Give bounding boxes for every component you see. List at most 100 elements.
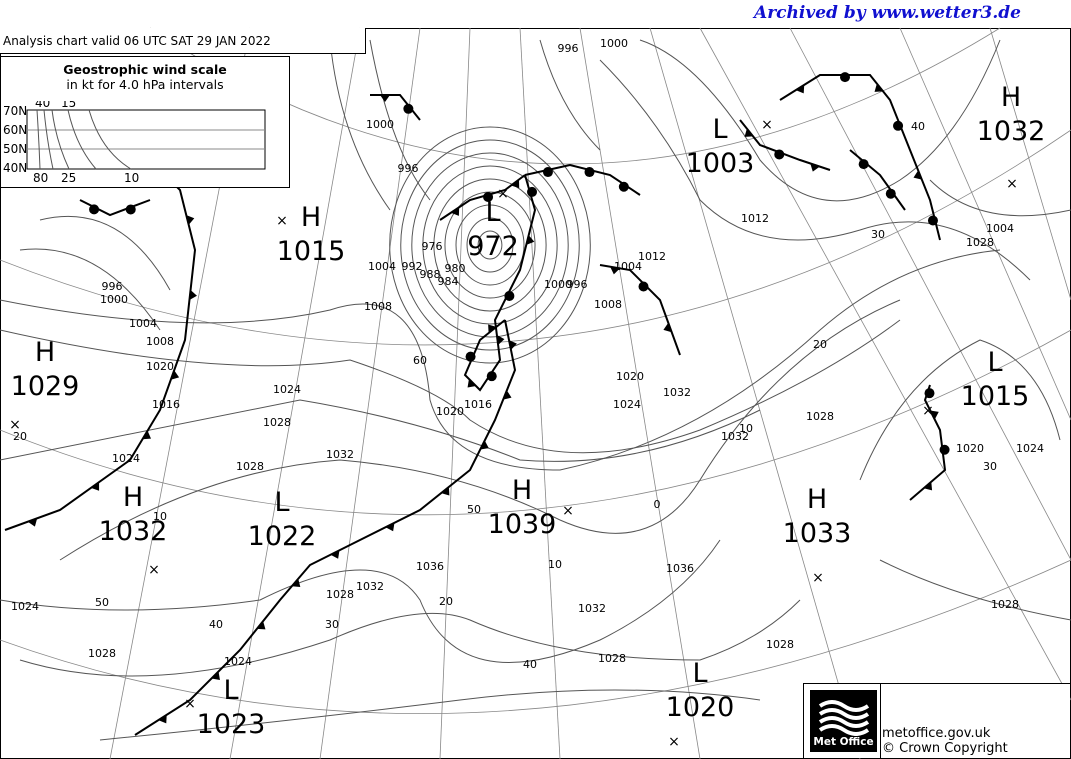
isobar-label: 992 xyxy=(402,260,423,273)
isobar xyxy=(400,139,580,351)
warm-front-semicircle xyxy=(465,351,476,362)
copyright: © Crown Copyright xyxy=(882,741,1008,756)
wind-scale-subtitle: in kt for 4.0 hPa intervals xyxy=(66,77,224,92)
wind-speed-label: 40 xyxy=(209,618,223,631)
wind-speed-label: 60 xyxy=(413,354,427,367)
occluded-front xyxy=(779,74,941,241)
cold-front-triangle xyxy=(744,128,754,137)
wind-speed-label: 40 xyxy=(911,120,925,133)
isobar xyxy=(19,599,801,677)
cold-front-triangle xyxy=(330,550,340,559)
pressure-value: 1039 xyxy=(488,509,557,540)
pressure-type: L xyxy=(712,114,727,145)
isobar-label: 1032 xyxy=(356,580,384,593)
pressure-value: 1032 xyxy=(977,116,1046,147)
pressure-type: H xyxy=(301,202,321,233)
warm-front xyxy=(79,199,151,217)
isobar-label: 1028 xyxy=(598,652,626,665)
cold-front-triangle xyxy=(170,370,180,380)
isobar-label: 1028 xyxy=(991,598,1019,611)
site-link[interactable]: metoffice.gov.uk xyxy=(882,726,991,741)
cold-front-triangle xyxy=(488,324,497,334)
cold-front-triangle xyxy=(923,481,933,491)
cold-front-triangle xyxy=(385,522,395,532)
archive-label[interactable]: Archived by www.wetter3.de xyxy=(754,3,1021,23)
pressure-type: L xyxy=(692,658,707,689)
wind-speed-label: 30 xyxy=(983,460,997,473)
isobar-label: 1020 xyxy=(146,360,174,373)
isobar xyxy=(59,299,901,561)
wind-speed-label: 30 xyxy=(325,618,339,631)
isobar xyxy=(455,204,525,286)
warm-front-semicircle xyxy=(858,159,869,170)
met-office-footer: Met Office metoffice.gov.uk © Crown Copy… xyxy=(803,683,1070,758)
pressure-value: 972 xyxy=(467,231,519,262)
centre-marker-icon: × xyxy=(497,186,509,202)
warm-front-semicircle xyxy=(638,281,649,292)
isobar xyxy=(39,215,171,291)
wind-speed-label: 50 xyxy=(467,503,481,516)
isobar xyxy=(859,339,1061,481)
isobar-label: 1024 xyxy=(11,600,39,613)
cold-front-triangle xyxy=(930,410,939,420)
cold-front-triangle xyxy=(913,170,922,180)
isobar xyxy=(0,399,761,462)
isobar-label: 1012 xyxy=(741,212,769,225)
isobar-label: 1036 xyxy=(416,560,444,573)
meridian xyxy=(649,27,861,759)
isobar-label: 976 xyxy=(422,240,443,253)
waves-icon xyxy=(818,700,870,736)
met-office-logo[interactable]: Met Office xyxy=(810,690,877,752)
pressure-value: 1015 xyxy=(961,381,1030,412)
isobar-label: 1000 xyxy=(600,37,628,50)
centre-marker-icon: × xyxy=(148,562,160,578)
centre-marker-icon: × xyxy=(276,213,288,229)
pressure-type: H xyxy=(807,484,827,515)
pressure-type: H xyxy=(35,337,55,368)
wind-speed-label: 50 xyxy=(95,596,109,609)
cold-front-triangle xyxy=(874,83,884,92)
geostrophic-wind-scale: Geostrophic wind scale in kt for 4.0 hPa… xyxy=(0,56,290,188)
centre-marker-icon: × xyxy=(9,417,21,433)
isobar xyxy=(0,319,901,454)
wind-speed-label: 20 xyxy=(439,595,453,608)
warm-front-semicircle xyxy=(486,371,497,382)
isobar-label: 1000 xyxy=(366,118,394,131)
pressure-value: 1033 xyxy=(783,518,852,549)
cold-front-triangle xyxy=(810,163,820,172)
isobar-label: 1028 xyxy=(806,410,834,423)
isobar-label: 1000 xyxy=(100,293,128,306)
lat-label: 50N xyxy=(3,142,27,156)
warm-front-semicircle xyxy=(89,204,100,215)
pressure-type: L xyxy=(485,197,500,228)
pressure-value: 1023 xyxy=(197,709,266,740)
isobar-label: 1020 xyxy=(436,405,464,418)
cold-front-triangle xyxy=(189,290,197,300)
isobar-label: 1020 xyxy=(956,442,984,455)
warm-front-semicircle xyxy=(403,103,414,114)
isobar xyxy=(329,39,391,211)
isobar-label: 1016 xyxy=(1016,0,1044,3)
wind-speed-label: 10 xyxy=(548,558,562,571)
cold-front-triangle xyxy=(526,235,535,245)
isobar xyxy=(477,230,503,260)
isobar xyxy=(389,126,591,364)
meridian xyxy=(899,27,1071,421)
warm-front-semicircle xyxy=(927,215,938,226)
warm-front-semicircle xyxy=(840,72,850,83)
isobar-label: 1028 xyxy=(263,416,291,429)
wind-speed-label: 30 xyxy=(871,228,885,241)
pressure-type: L xyxy=(987,347,1002,378)
cold-front-triangle xyxy=(211,671,220,680)
isobar xyxy=(99,689,761,741)
parallel xyxy=(0,129,1071,346)
isobar-label: 1004 xyxy=(986,222,1014,235)
isobar-label: 996 xyxy=(558,42,579,55)
